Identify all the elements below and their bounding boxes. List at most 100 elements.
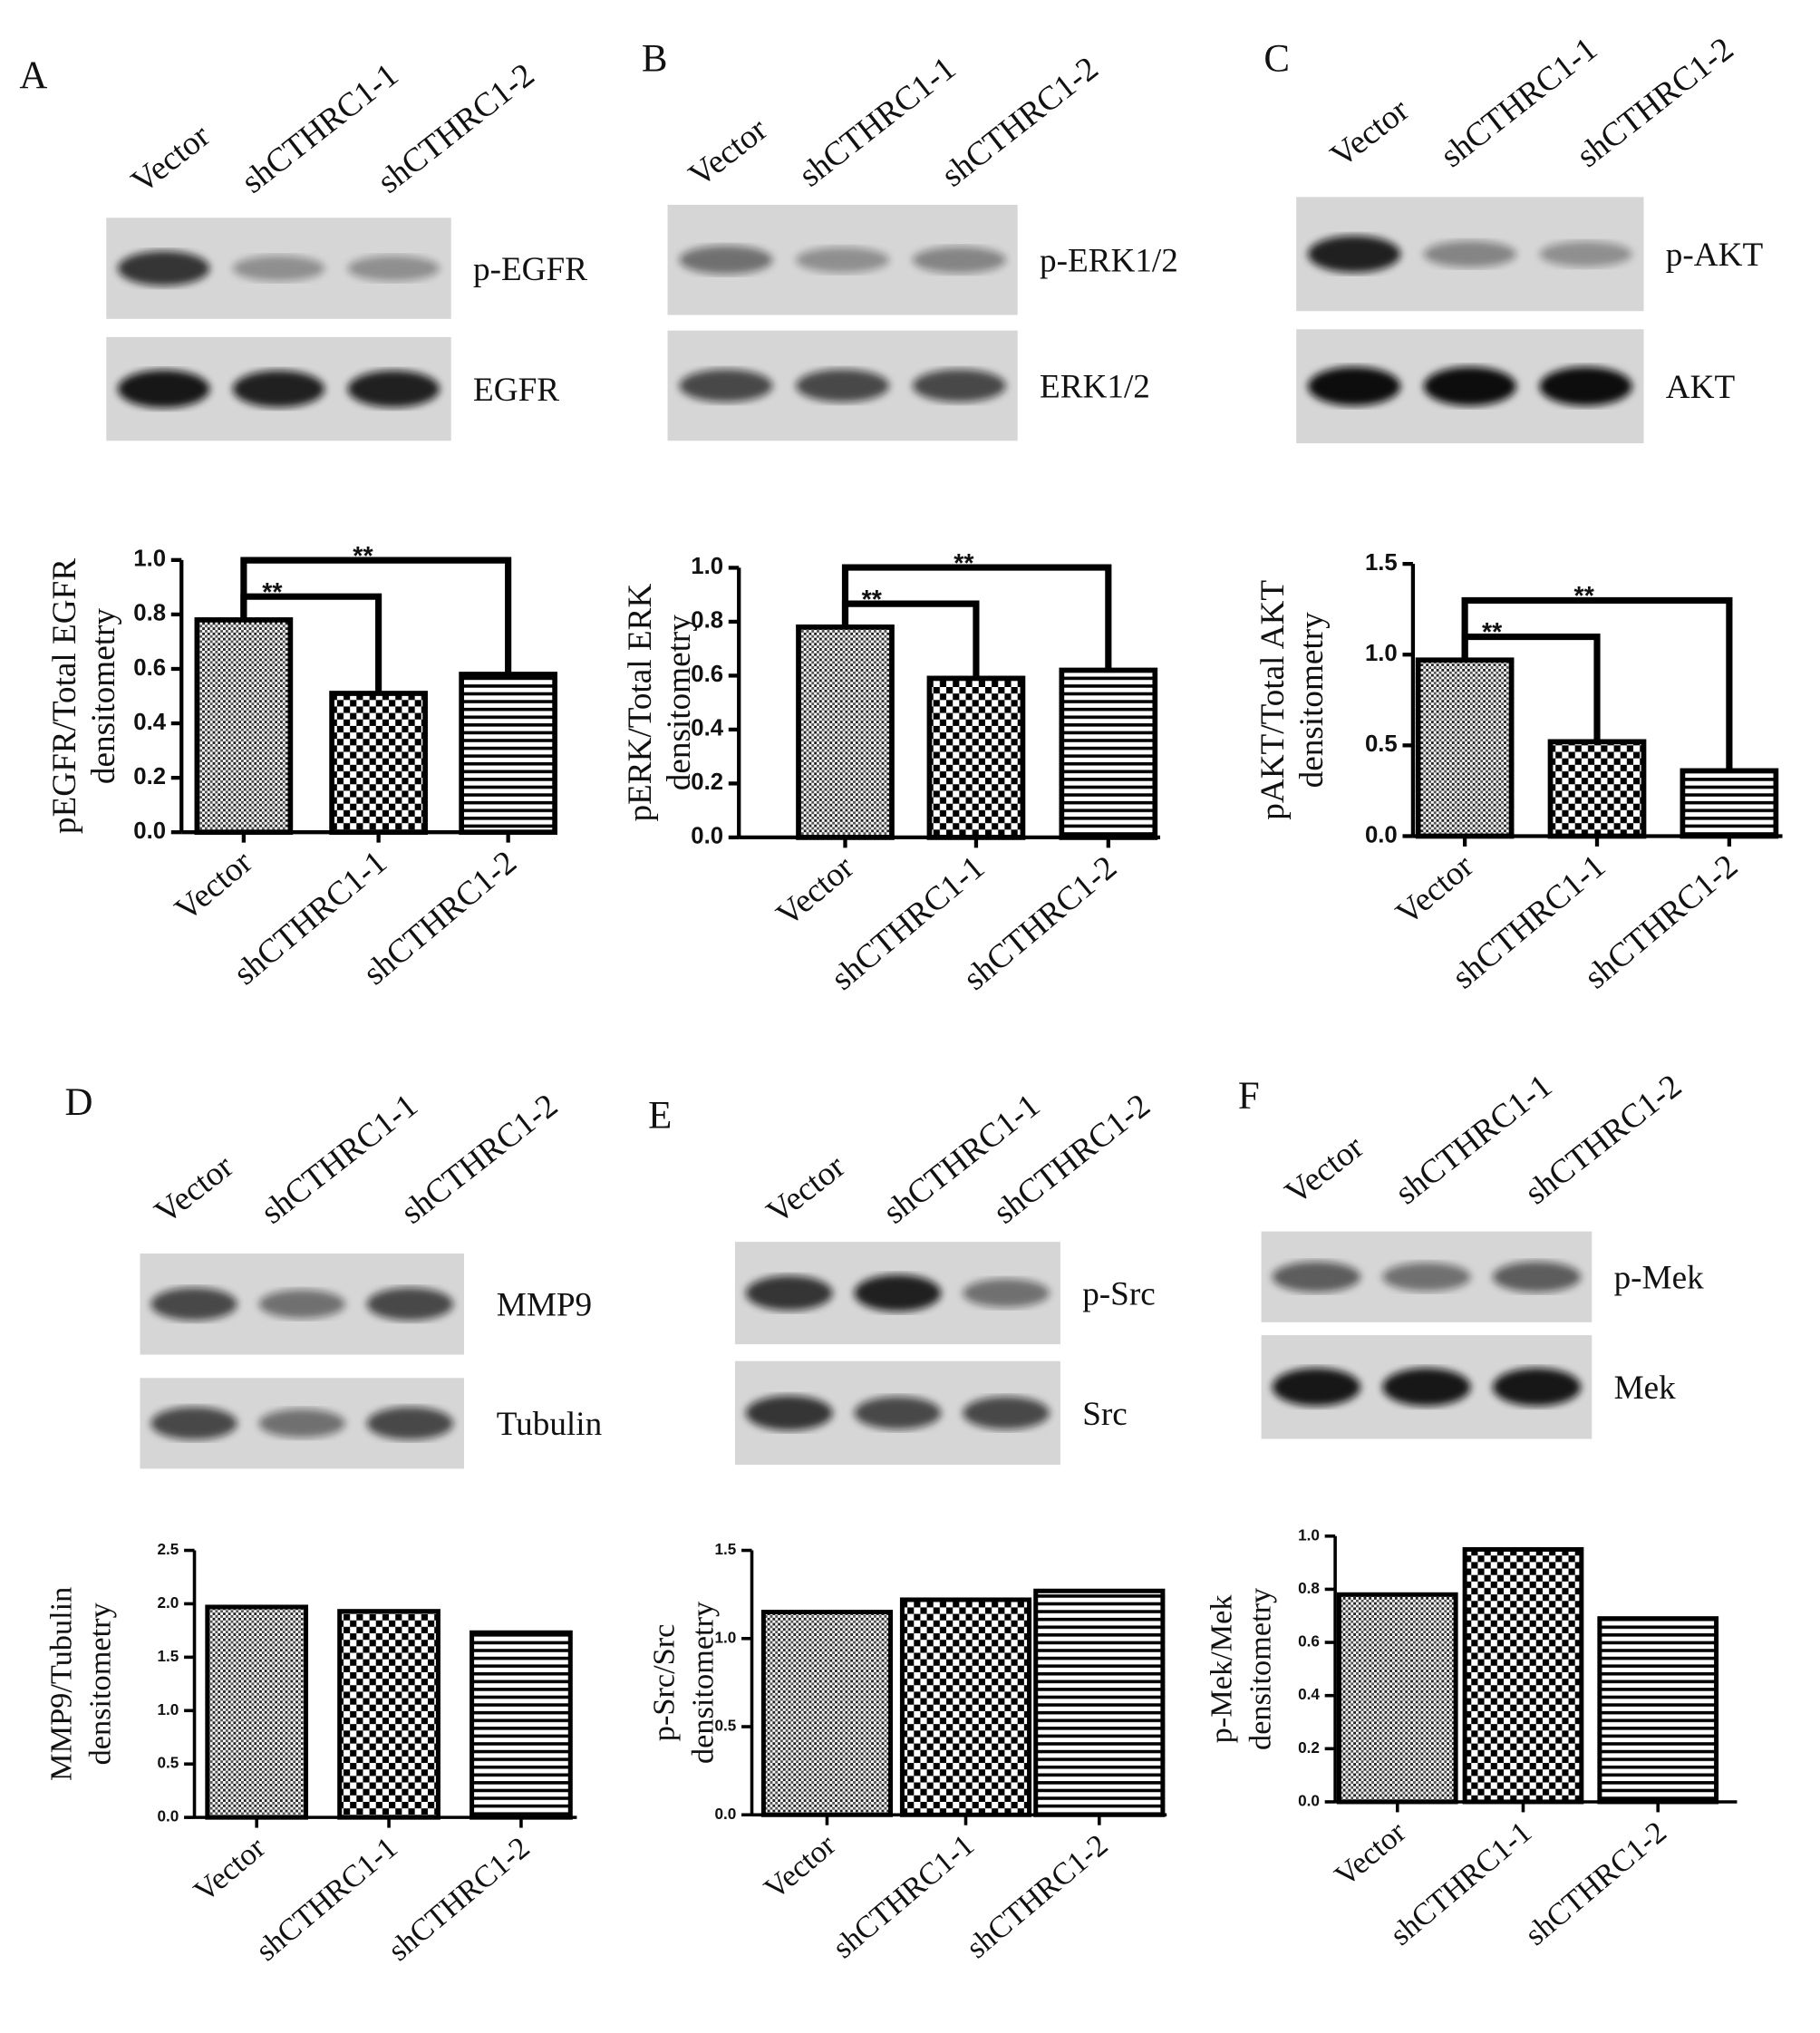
blot-label: Src [1082,1396,1128,1433]
blot-band [258,1290,345,1319]
lane-label: shCTHRC1-2 [394,1087,565,1231]
blot-band [347,370,440,408]
lane-label: Vector [1278,1128,1370,1212]
y-tick-label: 1.5 [714,1540,736,1558]
y-tick-label: 1.5 [158,1647,179,1665]
significance-label: ** [1482,618,1503,647]
y-tick-label: 0.0 [714,1805,736,1823]
bar [1597,1616,1719,1805]
blot-band [150,1407,237,1440]
blot-label: p-EGFR [473,251,587,288]
blot-label: ERK1/2 [1040,368,1150,405]
bar [470,1630,573,1820]
blot-band [796,369,890,402]
blot-band [745,1275,833,1311]
y-tick-label: 0.8 [1298,1579,1320,1597]
y-tick-label: 0.2 [133,764,166,789]
y-axis-label: pEGFR/Total EGFR [46,558,83,834]
blot-band [963,1396,1050,1429]
y-tick-label: 2.0 [158,1593,179,1612]
y-axis-label: densitometry [686,1601,721,1764]
significance-bracket [841,564,1112,671]
y-tick-label: 0.0 [133,818,166,844]
y-axis-label: densitometry [1293,612,1331,788]
bar [1680,768,1779,839]
blot-band [117,370,210,408]
y-tick-label: 0.6 [691,662,723,687]
bar [205,1604,309,1820]
x-tick-label: shCTHRC1-1 [249,1830,403,1968]
y-tick-label: 0.6 [133,655,166,681]
bar [1336,1592,1458,1805]
bar [1547,739,1647,839]
blot-band [679,369,773,402]
blot-band [1272,1368,1360,1407]
significance-label: ** [1574,582,1595,611]
blot-band [117,250,210,286]
y-tick-label: 1.0 [714,1628,736,1646]
blot-band [1492,1261,1582,1292]
y-tick-label: 0.5 [1365,731,1398,757]
blot-label: AKT [1666,369,1736,406]
blot-band [963,1278,1050,1308]
y-tick-label: 1.0 [1298,1525,1320,1544]
bar [459,672,557,836]
blot-band [1423,366,1516,406]
y-tick-label: 0.6 [1298,1632,1320,1651]
blot-label: Mek [1614,1370,1677,1407]
panel-letter: B [642,38,668,81]
blot-label: EGFR [473,372,559,409]
x-tick-label: shCTHRC1-2 [1518,1815,1672,1952]
blot-band [1539,241,1632,267]
y-tick-label: 0.0 [1365,822,1398,847]
blot-band [1382,1263,1471,1292]
x-tick-label: shCTHRC1-2 [960,1827,1114,1965]
blot-band [366,1287,454,1321]
y-tick-label: 1.0 [158,1700,179,1718]
blot-label: p-AKT [1666,237,1764,274]
blot-band [854,1396,942,1429]
bar [1462,1546,1584,1805]
significance-label: ** [862,586,883,615]
significance-bracket [240,557,512,674]
y-axis-label: densitometry [661,615,698,790]
bar [194,617,294,836]
x-tick-label: Vector [188,1830,272,1909]
significance-label: ** [954,549,974,578]
bar [926,675,1026,840]
x-tick-label: shCTHRC1-1 [827,1827,981,1965]
y-tick-label: 0.5 [158,1754,179,1772]
significance-label: ** [353,542,373,571]
y-axis-label: densitometry [83,1602,118,1765]
blot-band [232,256,325,282]
y-tick-label: 2.5 [158,1540,179,1558]
blot-band [232,370,325,408]
y-tick-label: 0.2 [1298,1738,1320,1757]
y-tick-label: 1.0 [1365,641,1398,666]
blot-band [366,1407,454,1440]
blot-band [1307,366,1401,406]
blot-label: MMP9 [497,1287,592,1324]
lane-label: shCTHRC1-1 [792,50,963,194]
significance-bracket [1461,596,1733,771]
blot-band [258,1409,345,1438]
blot-band [912,247,1006,274]
x-tick-label: shCTHRC1-2 [382,1830,536,1968]
x-tick-label: Vector [1389,847,1481,933]
blot-label: p-ERK1/2 [1040,243,1178,280]
bar [1059,667,1158,840]
lane-label: Vector [682,111,775,194]
blot-band [1307,236,1401,273]
blot-band [1272,1261,1360,1292]
x-tick-label: Vector [770,848,861,934]
lane-label: Vector [125,117,218,200]
panel-letter: F [1238,1075,1260,1118]
y-axis-label: densitometry [85,608,122,784]
x-tick-label: Vector [758,1827,842,1906]
y-tick-label: 0.8 [691,608,723,634]
